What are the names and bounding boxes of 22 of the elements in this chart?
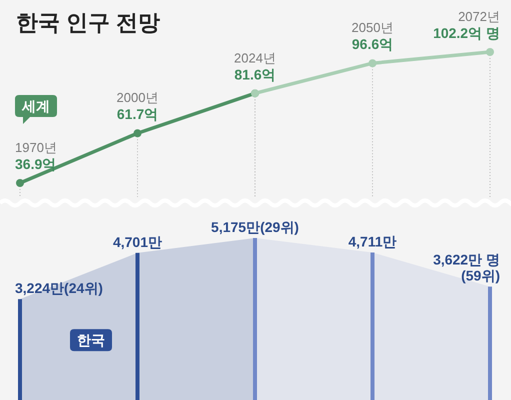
data-label: 3,224만(24위) [15, 280, 103, 296]
data-label: 36.9억 [15, 156, 56, 172]
annotation: 2024년 [234, 50, 276, 66]
point [486, 48, 494, 56]
point [368, 59, 376, 68]
data-label: 3,622만 명 (59위) [433, 252, 500, 284]
data-label: 5,175만(29위) [211, 219, 299, 235]
point [16, 179, 24, 187]
data-label: 102.2억 명 [433, 25, 500, 41]
data-label: 61.7억 [116, 106, 158, 122]
series-label: 한국 [77, 332, 105, 348]
data-label: 81.6억 [234, 66, 276, 82]
data-label: 96.6억 [352, 36, 394, 52]
text: 세계 [21, 98, 50, 114]
chart-title: 한국 인구 전망 [16, 10, 160, 35]
annotation: 2000년 [116, 90, 158, 106]
text: 2072년 [458, 9, 500, 24]
annotation: 1970년 [15, 140, 57, 155]
data-label: 4,701만 [112, 234, 162, 250]
data-label: 4,711만 [348, 234, 397, 250]
point [134, 129, 142, 138]
text: 2050년 [352, 20, 394, 36]
